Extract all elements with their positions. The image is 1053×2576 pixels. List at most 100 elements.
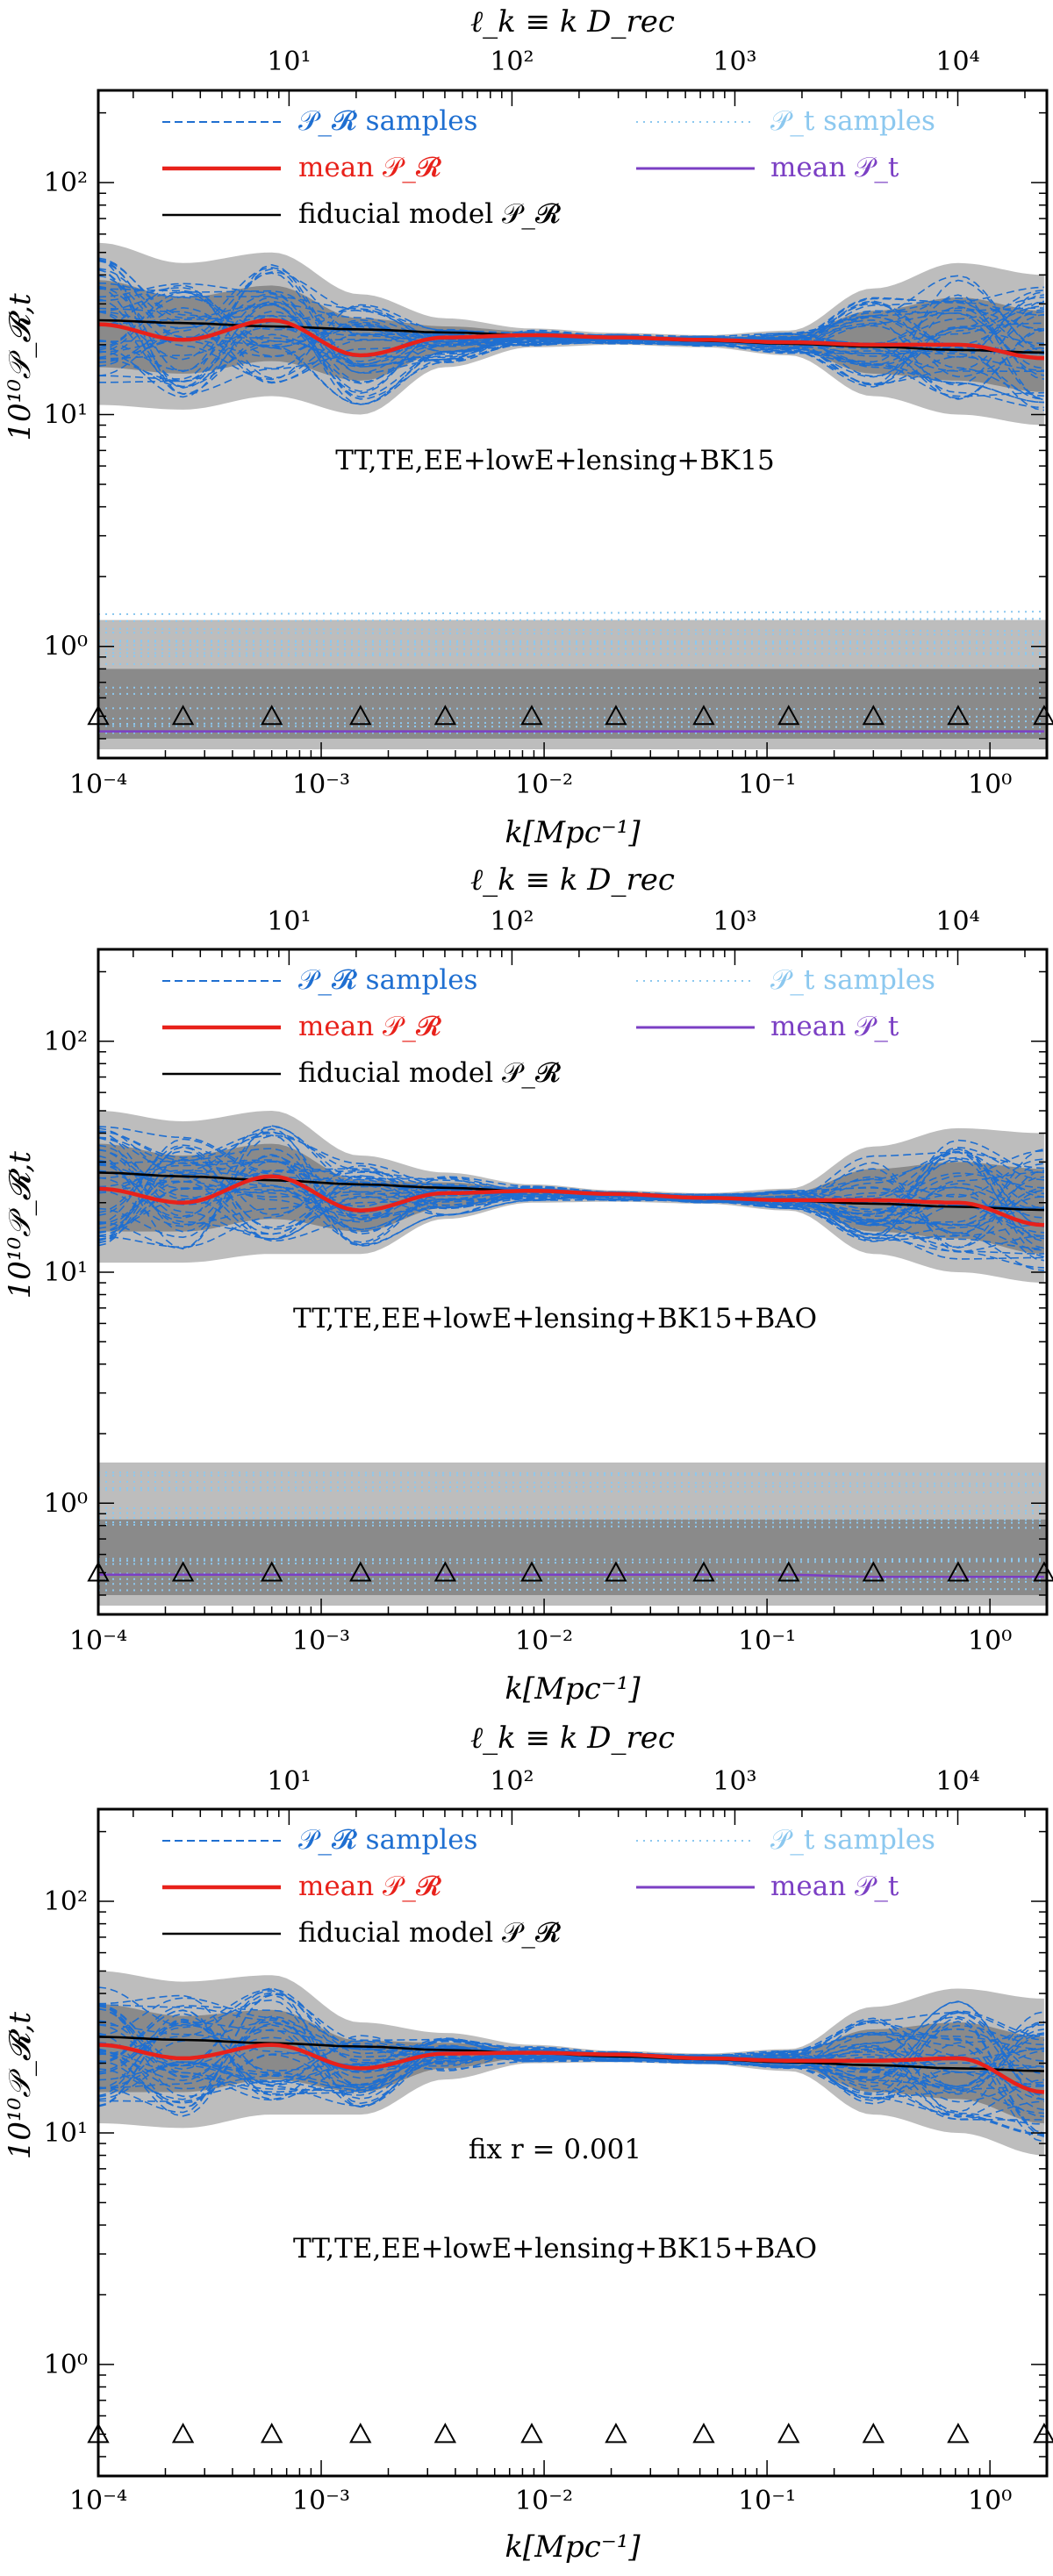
- knot-marker: [605, 1561, 627, 1582]
- legend-fiducial-label: fiducial model 𝒫_𝓡: [298, 1057, 561, 1089]
- x-tick-label: 10⁻²: [515, 769, 573, 800]
- knot-marker: [862, 1561, 885, 1582]
- legend-mean-pr-label: mean 𝒫_𝓡: [298, 1011, 441, 1042]
- x-tick-label: 10⁻³: [292, 769, 350, 800]
- y-tick-label: 10⁰: [44, 1488, 88, 1519]
- pr-sample-line: [98, 258, 1045, 395]
- legend-fiducial-label: fiducial model 𝒫_𝓡: [298, 1917, 561, 1949]
- panel-title: TT,TE,EE+lowE+lensing+BK15: [335, 445, 775, 476]
- top-tick-label: 10²: [490, 47, 534, 77]
- pr-sample-line: [98, 2012, 1044, 2107]
- pr-samples: [98, 1125, 1045, 1271]
- panel-title: TT,TE,EE+lowE+lensing+BK15+BAO: [293, 2233, 817, 2265]
- mean-pt-line: [98, 1573, 1044, 1578]
- plot-frame: [97, 89, 1049, 760]
- panel-title: TT,TE,EE+lowE+lensing+BK15+BAO: [293, 1303, 817, 1335]
- knot-marker: [777, 1561, 800, 1582]
- x-tick-label: 10⁻⁴: [69, 769, 127, 800]
- knot-marker: [605, 2422, 627, 2444]
- legend-pt-samples-label: 𝒫_t samples: [770, 964, 935, 996]
- top-axis-label: ℓ_k ≡ k D_rec: [470, 4, 675, 39]
- top-tick-label: 10³: [713, 47, 756, 77]
- chart-panel-3: 10⁻⁴ 10⁻³ 10⁻² 10⁻¹ 10⁰ k[Mpc⁻¹] 10¹ 10² 10³ 10⁴ ℓ…: [3, 1721, 1053, 2565]
- y-tick-label: 10²: [44, 1886, 88, 1917]
- knot-markers: [87, 705, 1053, 726]
- top-tick-label: 10⁴: [935, 906, 979, 937]
- top-tick-label: 10¹: [267, 47, 311, 77]
- y-tick-label: 10²: [44, 168, 88, 198]
- pr-sample-line: [98, 1159, 1044, 1251]
- knot-marker: [520, 705, 543, 726]
- pr-sample-line: [98, 306, 1044, 397]
- knot-marker: [777, 705, 800, 726]
- x-tick-label: 10⁻¹: [738, 2486, 796, 2516]
- y-axis: 10⁰ 10¹ 10² 10¹⁰𝒫_𝓡,t: [3, 970, 1047, 1596]
- x-tick-label: 10⁻¹: [738, 1626, 796, 1657]
- top-tick-label: 10³: [713, 906, 756, 937]
- pr-sample-line: [98, 1170, 1044, 1210]
- pr-sample-line: [98, 2021, 1045, 2113]
- knot-marker: [862, 705, 885, 726]
- y-tick-label: 10¹: [44, 2118, 88, 2149]
- legend-pr-samples-label: 𝒫_𝓡 samples: [298, 1824, 477, 1856]
- legend-mean-pt-label: mean 𝒫_t: [770, 152, 899, 183]
- pt-band-inner: [98, 1519, 1047, 1596]
- plot-frame: [97, 1807, 1049, 2478]
- knot-marker: [171, 2422, 195, 2444]
- x-tick-label: 10⁻²: [515, 1626, 573, 1657]
- knot-marker: [349, 705, 372, 726]
- pr-sample-line: [98, 314, 1044, 386]
- pr-sample-line: [98, 1146, 1044, 1226]
- x-axis: 10⁻⁴ 10⁻³ 10⁻² 10⁻¹ 10⁰ k[Mpc⁻¹]: [69, 742, 1012, 850]
- top-axis: 10¹ 10² 10³ 10⁴ ℓ_k ≡ k D_rec: [133, 1721, 1026, 1825]
- knot-marker: [433, 2422, 457, 2444]
- knot-marker: [171, 1561, 195, 1582]
- x-tick-label: 10⁻³: [292, 2486, 350, 2516]
- x-axis: 10⁻⁴ 10⁻³ 10⁻² 10⁻¹ 10⁰ k[Mpc⁻¹]: [69, 1599, 1012, 1707]
- pr-sample-line: [98, 1184, 1044, 1240]
- legend: 𝒫_𝓡 samples 𝒫_t samples mean 𝒫_𝓡 mean 𝒫_tfi…: [162, 964, 935, 1089]
- mean-pr-line: [98, 1174, 1045, 1227]
- pr-sample-line: [98, 2022, 1044, 2109]
- pr-sample-line: [98, 2018, 1044, 2118]
- top-axis-label: ℓ_k ≡ k D_rec: [470, 862, 675, 898]
- pr-sample-line: [98, 286, 1044, 396]
- legend-mean-pt-label: mean 𝒫_t: [770, 1871, 899, 1902]
- knot-marker: [349, 2422, 372, 2444]
- y-tick-label: 10⁰: [44, 632, 88, 662]
- plot-frame: [97, 948, 1049, 1616]
- pr-sample-line: [98, 1126, 1045, 1236]
- top-axis-label: ℓ_k ≡ k D_rec: [470, 1721, 675, 1756]
- knot-marker: [1033, 705, 1053, 726]
- top-tick-label: 10²: [490, 1766, 534, 1797]
- legend-mean-pr-label: mean 𝒫_𝓡: [298, 152, 441, 183]
- knot-marker: [947, 1561, 970, 1582]
- pr-band-outer: [98, 1971, 1044, 2156]
- pr-sample-line: [98, 1134, 1045, 1249]
- legend-pt-samples-label: 𝒫_t samples: [770, 105, 935, 137]
- plot-area: [98, 1111, 1047, 1606]
- knot-marker: [862, 2422, 885, 2444]
- chart-panel-1: 10⁻⁴ 10⁻³ 10⁻² 10⁻¹ 10⁰ k[Mpc⁻¹] 10¹ 10² 10³ 10⁴ ℓ…: [3, 4, 1053, 850]
- pr-band-inner: [98, 2004, 1044, 2123]
- pr-sample-line: [98, 305, 1044, 383]
- pr-sample-line: [98, 305, 1045, 388]
- pr-sample-line: [98, 294, 1045, 401]
- y-tick-label: 10²: [44, 1027, 88, 1057]
- top-axis: 10¹ 10² 10³ 10⁴ ℓ_k ≡ k D_rec: [133, 4, 1026, 106]
- pr-sample-line: [98, 2003, 1044, 2136]
- pr-sample-line: [98, 2005, 1044, 2136]
- top-tick-label: 10¹: [267, 906, 311, 937]
- legend-mean-pt-label: mean 𝒫_t: [770, 1011, 899, 1042]
- pr-sample-line: [98, 2015, 1044, 2100]
- legend-pr-samples-label: 𝒫_𝓡 samples: [298, 964, 477, 996]
- x-tick-label: 10⁰: [968, 1626, 1012, 1657]
- knot-marker: [692, 1561, 715, 1582]
- pr-sample-line: [98, 2023, 1044, 2096]
- pr-sample-line: [98, 263, 1044, 380]
- y-axis-label: 10¹⁰𝒫_𝓡,t: [3, 1151, 38, 1299]
- pr-sample-line: [98, 275, 1044, 405]
- pr-sample-line: [98, 2010, 1044, 2090]
- pr-sample-line: [98, 1139, 1044, 1242]
- chart-panel-2: 10⁻⁴ 10⁻³ 10⁻² 10⁻¹ 10⁰ k[Mpc⁻¹] 10¹ 10² 10³ 10⁴ ℓ…: [3, 862, 1053, 1707]
